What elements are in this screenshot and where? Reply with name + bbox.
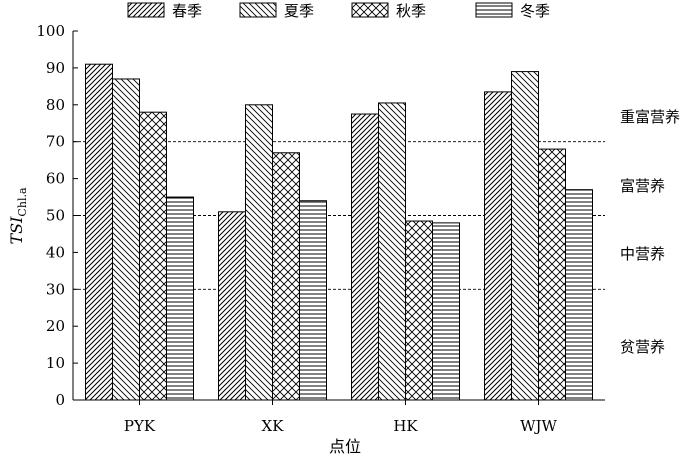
zone-label-hypereutrophic: 重富营养 — [620, 108, 680, 126]
y-axis-title: TSIChl.a — [7, 187, 29, 244]
zone-labels: 重富营养 富营养 中营养 贫营养 — [620, 108, 680, 356]
bar-winter-hk — [432, 222, 460, 401]
y-tick-label: 10 — [46, 354, 65, 372]
y-ticks: 0 10 20 30 40 50 60 70 80 90 100 — [36, 22, 78, 409]
bar-summer-pyk — [112, 78, 140, 401]
x-ticks: PYK XK HK WJW — [124, 400, 558, 435]
bar-autumn-xk — [272, 152, 300, 401]
bar-summer-hk — [378, 102, 406, 401]
bar-spring-wjw — [484, 91, 512, 401]
bar-summer-xk — [245, 104, 273, 401]
y-tick-label: 30 — [46, 280, 65, 298]
bar-autumn-wjw — [538, 148, 566, 401]
x-tick-label-xk: XK — [262, 417, 285, 435]
x-axis-title: 点位 — [329, 437, 361, 455]
legend-label-winter: 冬季 — [520, 2, 550, 20]
y-tick-label: 80 — [46, 96, 65, 114]
y-tick-label: 0 — [55, 391, 65, 409]
legend-label-spring: 春季 — [172, 2, 202, 20]
legend: 春季 夏季 秋季 冬季 — [127, 2, 550, 20]
zone-label-mesotrophic: 中营养 — [620, 245, 665, 263]
threshold-lines — [73, 141, 605, 290]
bar-spring-hk — [351, 113, 379, 401]
y-tick-label: 60 — [46, 170, 65, 188]
legend-swatch-winter — [475, 2, 513, 18]
x-tick-label-wjw: WJW — [520, 417, 557, 435]
bar-summer-wjw — [511, 71, 539, 401]
x-tick-label-pyk: PYK — [124, 417, 156, 435]
y-tick-label: 50 — [46, 207, 65, 225]
bars — [85, 63, 593, 401]
legend-swatch-autumn — [351, 2, 389, 18]
bar-spring-xk — [218, 211, 246, 401]
bar-winter-pyk — [166, 196, 194, 401]
y-tick-label: 90 — [46, 59, 65, 77]
legend-swatch-spring — [127, 2, 165, 18]
y-tick-label: 70 — [46, 133, 65, 151]
bar-winter-wjw — [565, 189, 593, 401]
legend-label-autumn: 秋季 — [396, 2, 426, 20]
y-tick-label: 20 — [46, 317, 65, 335]
bar-autumn-hk — [405, 220, 433, 401]
y-tick-label: 40 — [46, 243, 65, 261]
y-tick-label: 100 — [36, 22, 65, 40]
legend-swatch-summer — [239, 2, 277, 18]
bar-autumn-pyk — [139, 111, 167, 401]
y-axis-title-main: TSI — [7, 216, 26, 245]
bar-winter-xk — [299, 200, 327, 401]
legend-label-summer: 夏季 — [284, 2, 314, 20]
y-axis-title-sub: Chl.a — [16, 187, 29, 217]
zone-label-oligotrophic: 贫营养 — [620, 338, 665, 356]
x-tick-label-hk: HK — [393, 417, 418, 435]
bar-spring-pyk — [85, 63, 113, 401]
zone-label-eutrophic: 富营养 — [620, 177, 665, 195]
